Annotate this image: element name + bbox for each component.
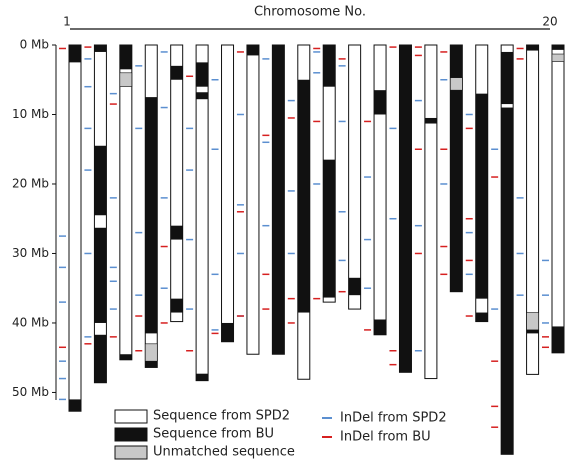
bu-segment (272, 45, 285, 355)
y-tick-label: 40 Mb (12, 315, 49, 329)
bu-segment (501, 107, 514, 455)
bu-segment (399, 45, 412, 373)
bu-segment (323, 45, 336, 87)
bu-segment (170, 225, 183, 240)
chromosome (221, 44, 235, 343)
unmatched-segment (526, 312, 539, 331)
bu-segment (374, 319, 387, 335)
bu-segment (297, 79, 310, 313)
bu-segment (119, 354, 132, 360)
bu-segment (145, 361, 158, 368)
chromosome (119, 44, 133, 361)
bu-segment (94, 45, 107, 52)
bu-segment (475, 312, 488, 322)
bu-segment (196, 92, 209, 100)
legend-swatch (114, 409, 148, 424)
bu-segment (424, 117, 437, 124)
chart-title: Chromosome No. (254, 5, 366, 20)
bu-segment (246, 45, 259, 56)
y-tick-label: 20 Mb (12, 176, 49, 190)
bu-segment (170, 65, 183, 80)
bu-segment (119, 45, 132, 70)
legend-label: Unmatched sequence (153, 445, 295, 460)
y-tick-label: 50 Mb (12, 385, 49, 399)
bu-segment (69, 45, 81, 63)
bu-segment (450, 90, 463, 292)
chromosome-label: 1 (63, 15, 71, 29)
legend-swatch (114, 427, 148, 442)
chromosome (170, 44, 184, 323)
y-tick-label: 30 Mb (12, 246, 49, 260)
chromosome (373, 44, 387, 336)
legend-swatch (114, 445, 148, 460)
chromosome (348, 44, 362, 310)
unmatched-segment (119, 72, 133, 87)
bu-segment (348, 277, 361, 296)
bu-segment (552, 45, 564, 50)
unmatched-segment (450, 77, 463, 91)
bu-segment (526, 45, 539, 51)
bu-segment (323, 159, 336, 298)
legend-label: InDel from SPD2 (340, 411, 447, 426)
chromosome (246, 44, 260, 355)
bu-segment (475, 93, 488, 299)
bu-segment (94, 227, 107, 323)
bu-segment (145, 97, 158, 334)
chromosome-label: 20 (542, 15, 557, 29)
legend-label: Sequence from SPD2 (153, 409, 290, 424)
bu-segment (69, 399, 81, 412)
bu-segment (501, 51, 514, 105)
unmatched-segment (551, 53, 565, 62)
bu-segment (94, 145, 107, 216)
y-tick-label: 10 Mb (12, 107, 49, 121)
chromosome (551, 44, 565, 354)
bu-segment (196, 62, 209, 87)
bu-segment (552, 326, 564, 353)
bu-segment (526, 329, 539, 334)
bu-segment (221, 322, 234, 342)
bu-segment (374, 90, 387, 115)
bu-segment (196, 373, 209, 381)
chromosome (68, 44, 82, 412)
bu-segment (170, 298, 183, 313)
unmatched-segment (144, 343, 158, 362)
legend-label: InDel from BU (340, 430, 431, 445)
y-tick-label: 0 Mb (20, 38, 49, 52)
chromosome (424, 44, 438, 380)
bu-segment (450, 45, 463, 78)
legend-label: Sequence from BU (153, 427, 274, 442)
bu-segment (94, 334, 107, 383)
